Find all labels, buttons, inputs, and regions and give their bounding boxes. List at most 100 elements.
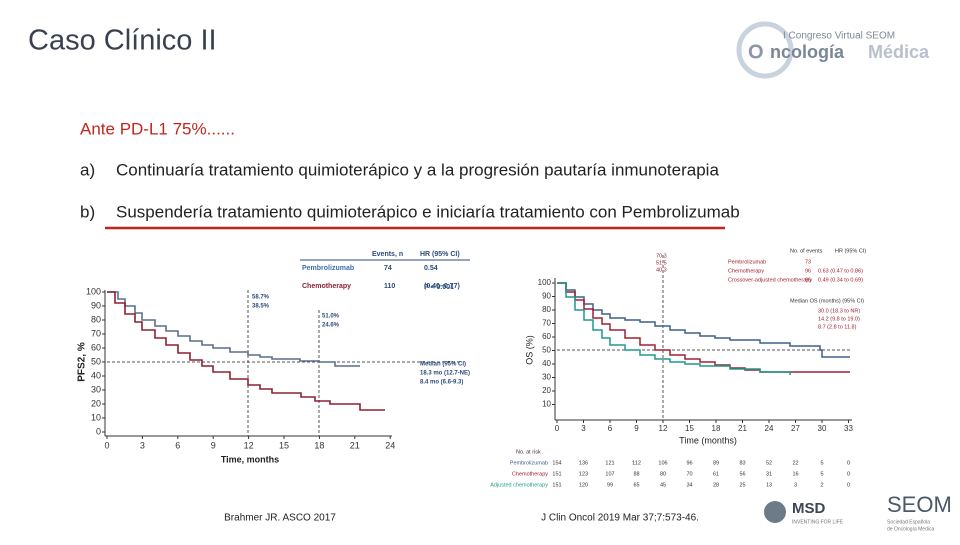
label: 3 bbox=[581, 424, 586, 433]
label: 80 bbox=[660, 471, 666, 477]
label: 30 bbox=[818, 424, 827, 433]
question: Ante PD-L1 75%...... bbox=[80, 119, 235, 138]
seom-sub: de Oncología Médica bbox=[887, 526, 934, 532]
label: 6 bbox=[608, 424, 613, 433]
label: 24 bbox=[385, 440, 395, 450]
label: 70 bbox=[542, 319, 551, 328]
logo-line2b: Médica bbox=[868, 42, 930, 62]
seom-name: SEOM bbox=[887, 492, 952, 517]
msd-logo: MSD INVENTING FOR LIFE bbox=[764, 500, 844, 525]
label: Pembrolizumab bbox=[728, 259, 766, 265]
label: 110 bbox=[384, 283, 395, 290]
label: Pembrolizumab bbox=[510, 460, 548, 466]
label: 96 bbox=[805, 277, 811, 283]
label: 70 bbox=[91, 328, 101, 338]
label: 21 bbox=[738, 424, 747, 433]
label: 27 bbox=[791, 424, 800, 433]
label: 0 bbox=[847, 460, 850, 466]
label: P < 0.001 bbox=[424, 284, 454, 291]
logo-ring bbox=[736, 21, 794, 79]
label: 50 bbox=[91, 356, 101, 366]
label: 18 bbox=[314, 440, 324, 450]
label: 30 bbox=[91, 384, 101, 394]
label: 90 bbox=[91, 300, 101, 310]
label: 22 bbox=[792, 460, 798, 466]
label: 0.49 (0.34 to 0.69) bbox=[818, 277, 863, 283]
label: 2 bbox=[820, 482, 823, 488]
label: 6 bbox=[175, 440, 180, 450]
label: 100 bbox=[86, 286, 101, 296]
label: 74 bbox=[384, 265, 392, 272]
label: 60 bbox=[91, 342, 101, 352]
label: 0 bbox=[104, 440, 109, 450]
label: 120 bbox=[579, 482, 588, 488]
label: 28 bbox=[713, 482, 719, 488]
label: OS (%) bbox=[524, 335, 534, 365]
label: 154 bbox=[552, 460, 561, 466]
label: Median OS (months) (95% CI) bbox=[790, 298, 864, 304]
label: PFS2, % bbox=[77, 342, 88, 382]
label: 0 bbox=[96, 426, 101, 436]
seom-sub: Sociedad Española bbox=[887, 519, 930, 525]
logo-line1: I Congreso Virtual SEOM bbox=[783, 31, 895, 42]
label: 25 bbox=[739, 482, 745, 488]
congress-logo: I Congreso Virtual SEOM O ncología Médic… bbox=[736, 21, 930, 79]
msd-mark bbox=[764, 501, 786, 523]
label: 0 bbox=[847, 482, 850, 488]
label: 88 bbox=[633, 471, 639, 477]
label: J Clin Oncol 2019 Mar 37;7:573-46. bbox=[541, 513, 699, 524]
label: 80 bbox=[91, 314, 101, 324]
label: 9 bbox=[634, 424, 639, 433]
label: No. at risk bbox=[516, 449, 541, 455]
label: 24.6% bbox=[322, 323, 340, 329]
label: 50 bbox=[542, 346, 551, 355]
msd-tag: INVENTING FOR LIFE bbox=[792, 519, 844, 525]
option-letter: a) bbox=[80, 160, 95, 179]
label: 16 bbox=[792, 471, 798, 477]
label: 83 bbox=[739, 460, 745, 466]
label: 107 bbox=[605, 471, 614, 477]
label: 136 bbox=[579, 460, 588, 466]
label: 21 bbox=[350, 440, 360, 450]
label: HR (95% CI) bbox=[420, 251, 460, 258]
label: 38.5% bbox=[252, 304, 270, 310]
label: 151 bbox=[552, 482, 561, 488]
label: 73 bbox=[805, 259, 811, 265]
label: 56 bbox=[739, 471, 745, 477]
label: 151 bbox=[552, 471, 561, 477]
figure-pfs2 bbox=[104, 290, 460, 437]
label: 10 bbox=[542, 400, 551, 409]
label: HR (95% CI) bbox=[835, 248, 866, 254]
msd-name: MSD bbox=[792, 500, 826, 517]
label: Chemotherapy bbox=[512, 471, 548, 477]
curve-pembrolizumab bbox=[557, 282, 850, 358]
curve-chemotherapy bbox=[107, 291, 385, 411]
label: No. of events bbox=[790, 248, 823, 254]
label: 80 bbox=[542, 305, 551, 314]
label: Median (95% CI) bbox=[420, 362, 466, 368]
label: 90 bbox=[542, 292, 551, 301]
label: 5 bbox=[820, 460, 823, 466]
label: 18.3 mo (12.7-NE) bbox=[420, 371, 470, 377]
label: 61 bbox=[713, 471, 719, 477]
label: Events, n bbox=[372, 251, 403, 258]
label: 106 bbox=[658, 460, 667, 466]
label: 13 bbox=[766, 482, 772, 488]
curve-chemotherapy bbox=[557, 282, 850, 373]
label: 33 bbox=[844, 424, 853, 433]
label: 20 bbox=[542, 386, 551, 395]
label: 52 bbox=[766, 460, 772, 466]
label: 100 bbox=[538, 278, 552, 287]
label: 14.2 (9.8 to 19.0) bbox=[818, 316, 860, 322]
logo-line2a: ncología bbox=[770, 42, 845, 62]
label: 123 bbox=[579, 471, 588, 477]
label: 0 bbox=[847, 471, 850, 477]
seom-logo: SEOM Sociedad Española de Oncología Médi… bbox=[887, 492, 952, 533]
option-text: Continuaría tratamiento quimioterápico y… bbox=[116, 160, 719, 179]
slide-title: Caso Clínico II bbox=[28, 25, 217, 57]
label: 70 bbox=[686, 471, 692, 477]
label: 5 bbox=[820, 471, 823, 477]
label: 30 bbox=[542, 373, 551, 382]
label: Crossover-adjusted chemotherapy bbox=[728, 277, 812, 283]
label: 10 bbox=[91, 412, 101, 422]
